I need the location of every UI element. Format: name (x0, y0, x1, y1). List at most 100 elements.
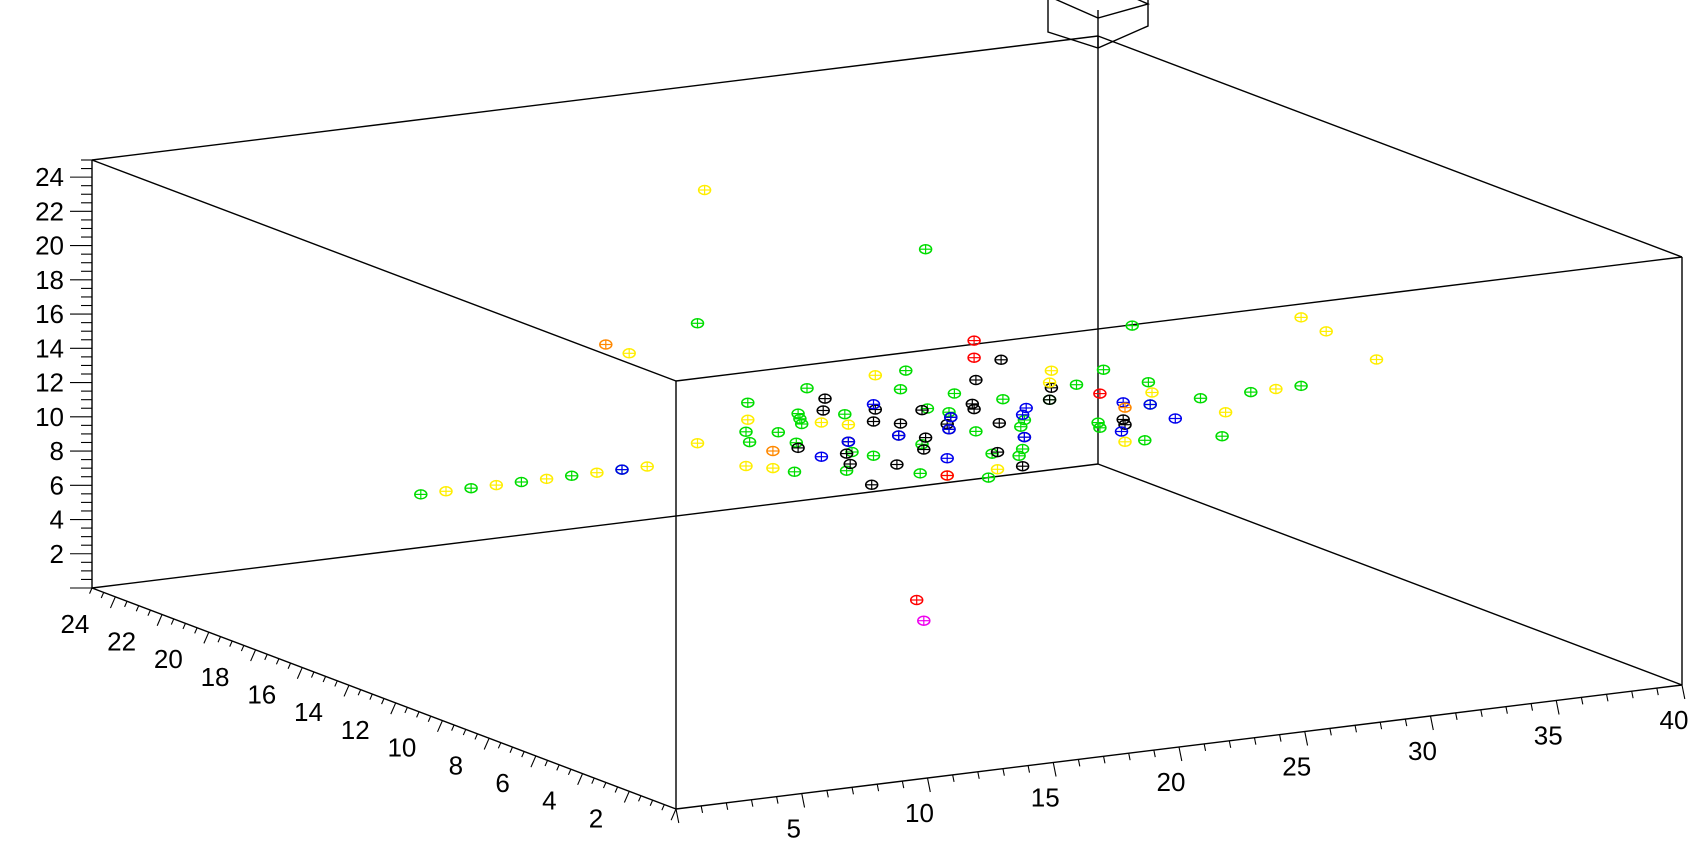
data-point (741, 414, 755, 426)
y-tick (483, 738, 490, 750)
data-point (439, 486, 453, 497)
y-tick-label: 2 (589, 803, 603, 833)
data-point (1319, 326, 1333, 337)
data-point (1269, 383, 1283, 395)
data-point (1118, 402, 1132, 413)
data-point (599, 339, 613, 350)
y-tick (89, 587, 93, 594)
x-tick (1203, 743, 1207, 752)
corner-box (1047, 0, 1151, 49)
y-tick (194, 627, 198, 634)
data-point (990, 446, 1005, 458)
y-tick-label: 14 (294, 697, 323, 727)
z-tick-label: 6 (50, 470, 64, 500)
data-point (1015, 460, 1030, 472)
box-edge (1097, 35, 1683, 258)
data-point (1114, 426, 1129, 437)
data-point (1168, 413, 1183, 424)
x-tick (1379, 722, 1383, 730)
y-tick (544, 760, 549, 767)
y-tick (661, 804, 665, 811)
z-tick-label: 2 (50, 539, 64, 569)
x-tick (1178, 746, 1183, 762)
x-tick (1580, 697, 1584, 705)
box-edge (675, 256, 1683, 382)
data-point (766, 445, 780, 457)
data-point (967, 352, 981, 363)
x-tick (1656, 687, 1659, 696)
z-tick-label: 14 (35, 333, 64, 363)
data-point (1138, 435, 1152, 446)
y-tick-label: 16 (247, 680, 276, 710)
z-tick-label: 16 (35, 299, 64, 329)
x-tick (675, 808, 680, 824)
data-point (514, 476, 529, 488)
data-point (1069, 379, 1084, 390)
plot-box (91, 35, 1683, 810)
series-2 (615, 397, 1183, 475)
data-point (1093, 388, 1107, 399)
data-point (771, 427, 786, 438)
x-tick (1429, 715, 1434, 731)
z-tick-label: 24 (35, 162, 64, 192)
data-point (800, 382, 814, 394)
data-point (868, 370, 883, 381)
data-point (789, 437, 804, 448)
y-tick-label: 20 (154, 644, 183, 674)
data-point (739, 460, 753, 472)
x-tick (1404, 718, 1408, 727)
data-point (1012, 450, 1026, 462)
data-point (793, 413, 807, 425)
x-tick (1329, 728, 1332, 736)
data-point (890, 459, 904, 470)
data-point (1014, 421, 1028, 432)
x-tick (725, 802, 729, 810)
data-point (866, 450, 881, 461)
x-tick-label: 30 (1408, 736, 1437, 766)
x-tick (1052, 762, 1057, 777)
data-point (944, 412, 958, 423)
data-point (843, 458, 857, 470)
data-point (967, 335, 981, 346)
y-tick (322, 676, 327, 683)
x-tick-label: 5 (787, 814, 801, 844)
y-tick-label: 10 (387, 733, 416, 763)
x-tick (1128, 753, 1131, 761)
data-point (1143, 399, 1157, 410)
x-tick (750, 799, 754, 807)
series-4 (909, 335, 1107, 606)
data-point (564, 470, 579, 482)
y-tick (638, 795, 642, 802)
data-point (915, 404, 929, 416)
data-point (1096, 364, 1111, 375)
x-tick-label: 35 (1534, 721, 1563, 751)
data-point (841, 419, 856, 430)
data-point (981, 472, 996, 483)
y-tick (217, 636, 221, 643)
y-tick (182, 623, 186, 630)
data-point (1193, 393, 1208, 404)
x-tick (1253, 737, 1257, 745)
y-tick (250, 649, 257, 662)
y-tick (649, 799, 654, 806)
data-point (1294, 312, 1308, 323)
data-point (1042, 377, 1057, 388)
y-tick (343, 685, 350, 697)
y-tick (567, 768, 572, 776)
series-5 (599, 339, 1132, 457)
box-edge (91, 159, 677, 382)
data-point (868, 404, 883, 415)
data-point (590, 467, 604, 478)
data-point (918, 432, 933, 443)
data-point (893, 418, 908, 429)
y-tick (357, 689, 362, 696)
y-tick (124, 601, 128, 608)
data-point (942, 424, 956, 435)
data-point (1017, 431, 1032, 443)
y-tick (530, 755, 537, 768)
data-point (1042, 394, 1057, 406)
y-tick (310, 671, 315, 678)
data-point (990, 464, 1005, 475)
data-point (464, 482, 478, 494)
z-tick-label: 8 (50, 436, 64, 466)
